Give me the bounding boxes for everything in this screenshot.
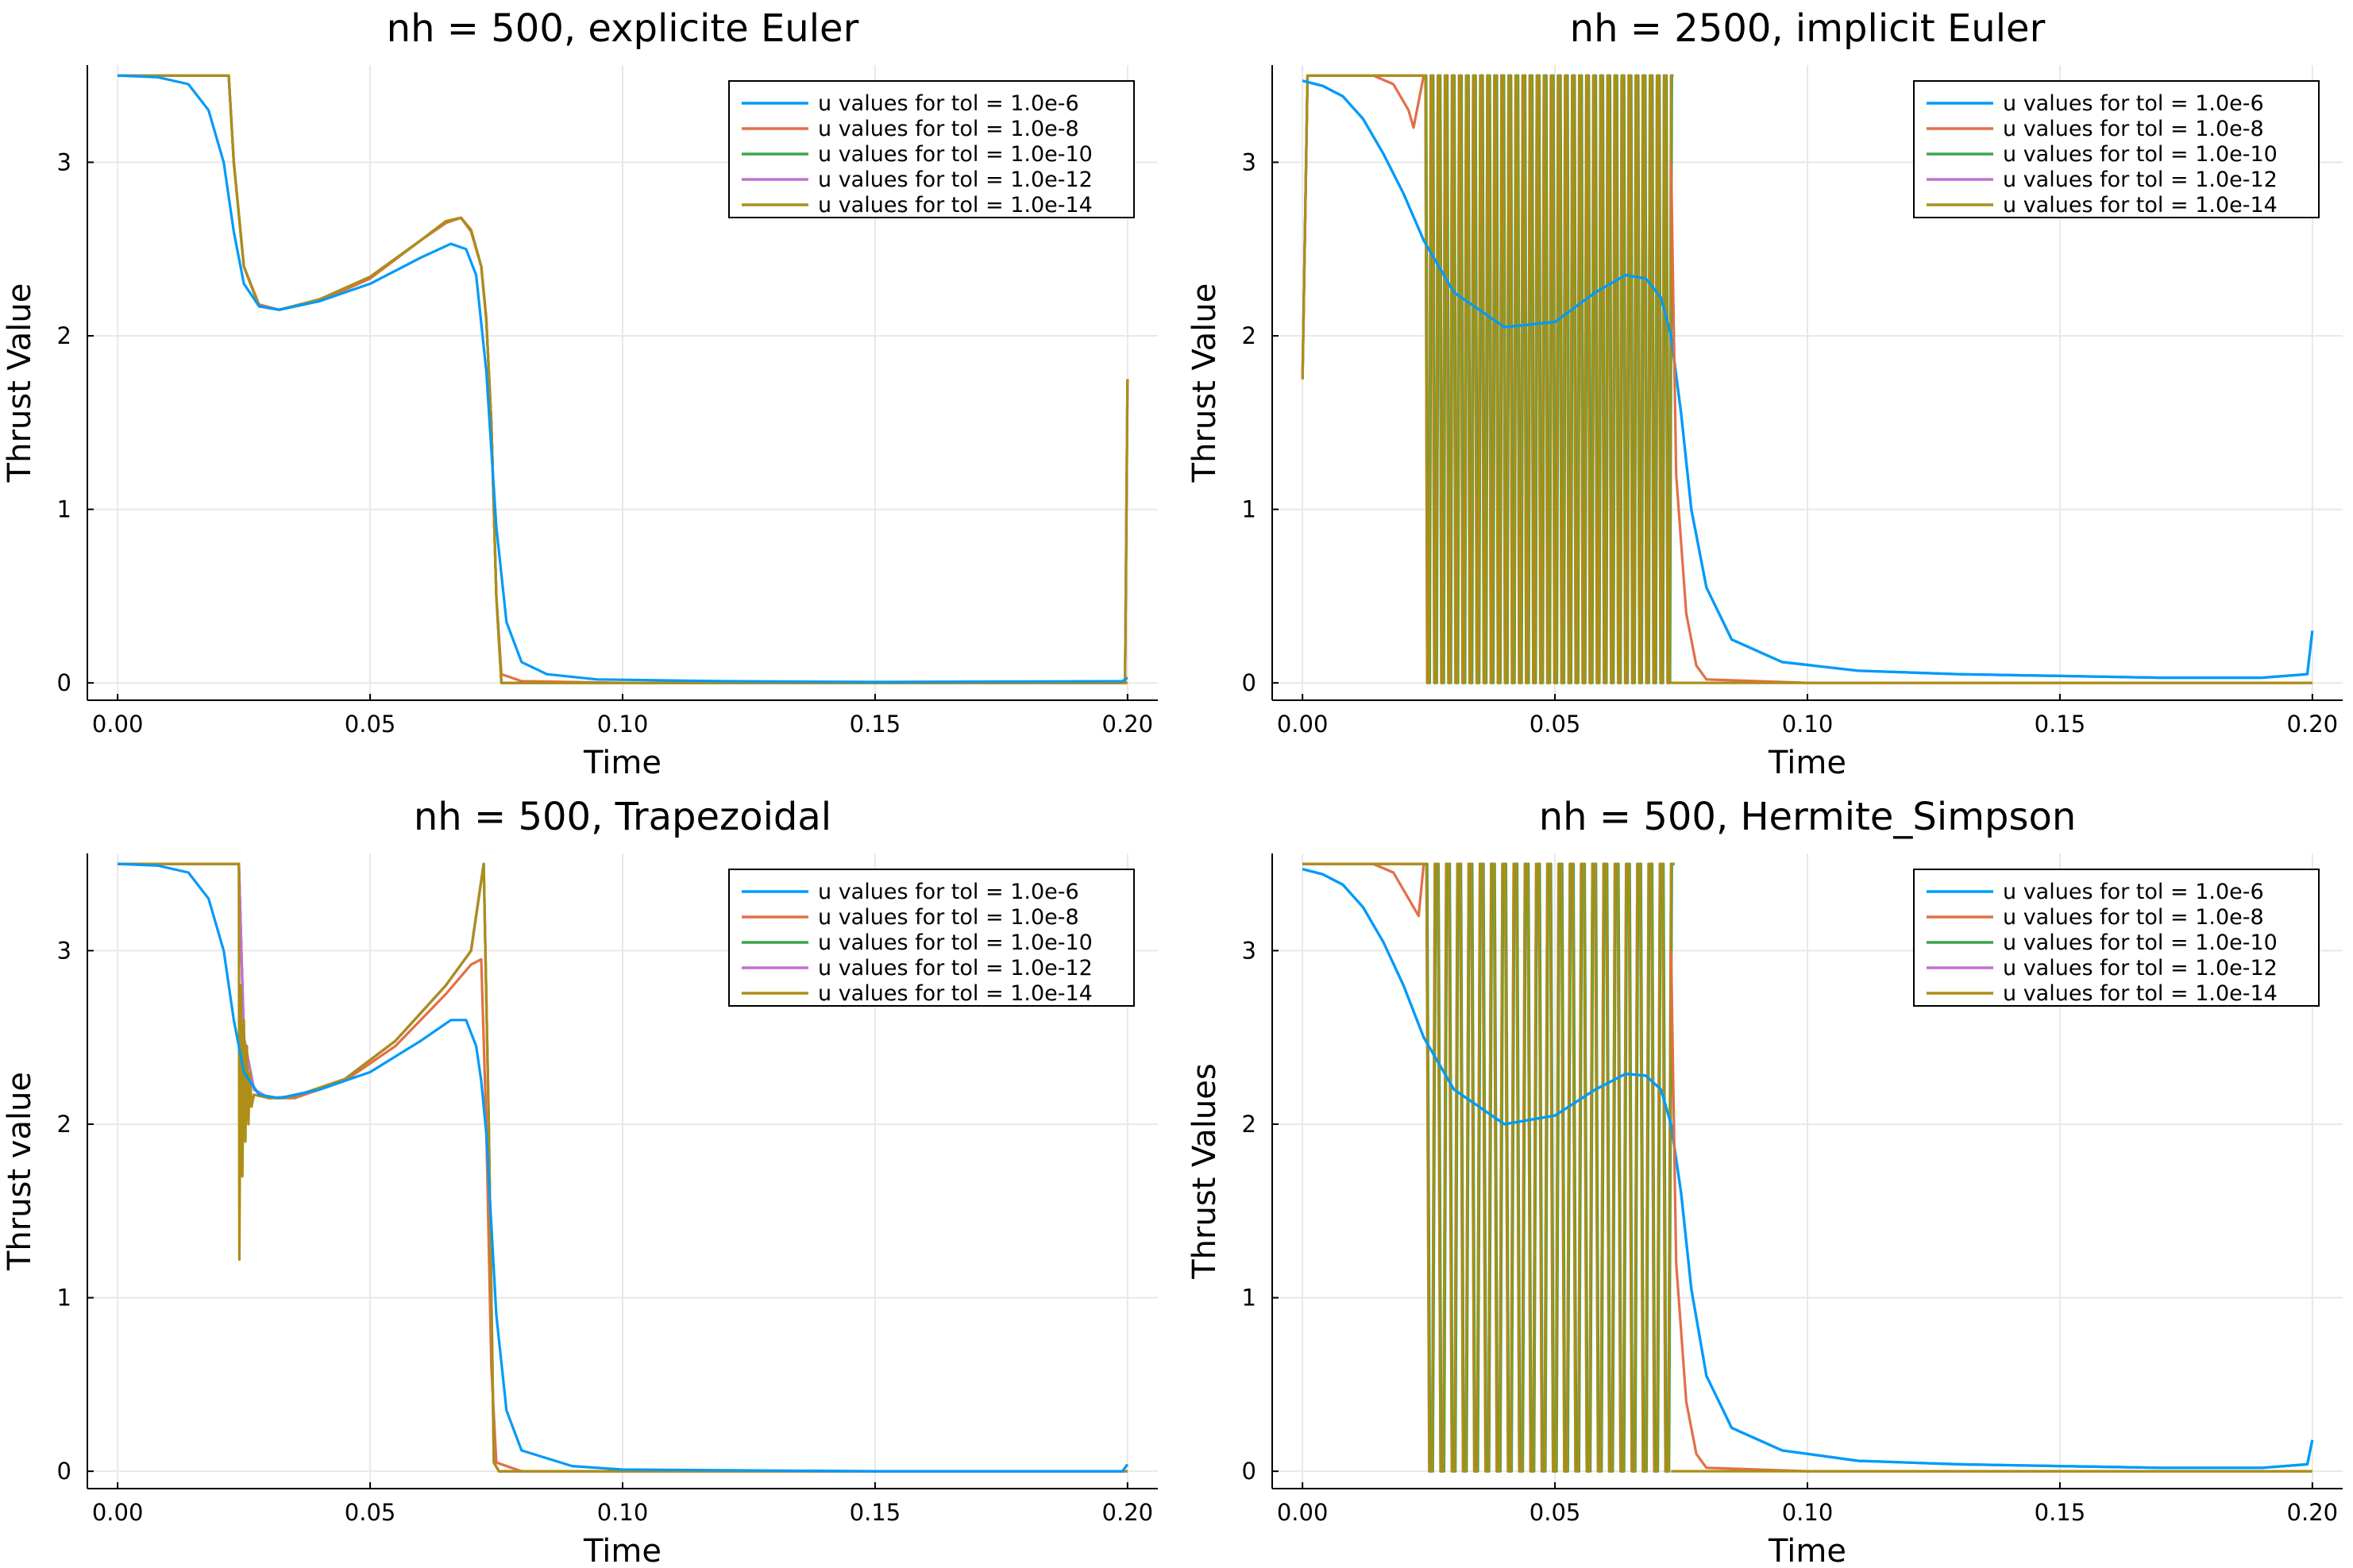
chart-title: nh = 2500, implicit Euler bbox=[1570, 6, 2046, 51]
chart-title: nh = 500, explicite Euler bbox=[387, 6, 859, 51]
y-tick-label: 2 bbox=[1242, 322, 1256, 349]
y-tick-label: 2 bbox=[1242, 1111, 1256, 1138]
legend-entry: u values for tol = 1.0e-6 bbox=[818, 91, 1079, 116]
x-tick-label: 0.15 bbox=[2035, 1499, 2086, 1526]
legend-entry: u values for tol = 1.0e-10 bbox=[2003, 142, 2278, 167]
chart-title: nh = 500, Hermite_Simpson bbox=[1539, 795, 2077, 839]
y-tick-label: 0 bbox=[57, 669, 71, 696]
y-tick-label: 0 bbox=[57, 1458, 71, 1485]
y-axis-label: Thrust Value bbox=[2, 283, 38, 483]
chart-panel-1: 0.00 0.05 0.10 0.15 0.20 0 1 2 3 nh = 500, explic… bbox=[2, 6, 1158, 781]
y-axis-label: Thrust Value bbox=[1186, 283, 1223, 483]
y-tick-label: 1 bbox=[1242, 1285, 1256, 1312]
y-tick-label: 3 bbox=[57, 148, 71, 175]
legend: u values for tol = 1.0e-6u values for to… bbox=[1913, 80, 2320, 218]
x-axis-label: Time bbox=[1768, 745, 1846, 781]
legend-box bbox=[728, 869, 1135, 1007]
legend-entry: u values for tol = 1.0e-12 bbox=[2003, 956, 2278, 980]
legend: u values for tol = 1.0e-6u values for to… bbox=[728, 869, 1135, 1007]
x-tick-label: 0.05 bbox=[1529, 711, 1581, 738]
legend-entry: u values for tol = 1.0e-8 bbox=[818, 117, 1079, 141]
x-tick-label: 0.20 bbox=[2287, 1499, 2339, 1526]
x-tick-label: 0.10 bbox=[597, 1499, 649, 1526]
y-tick-label: 2 bbox=[57, 322, 71, 349]
legend-entry: u values for tol = 1.0e-8 bbox=[818, 905, 1079, 930]
legend-entry: u values for tol = 1.0e-10 bbox=[818, 142, 1093, 167]
series-line bbox=[1301, 74, 1424, 379]
chart-panel-3: 0.00 0.05 0.10 0.15 0.20 0 1 2 3 nh = 500, Trapez… bbox=[2, 795, 1158, 1568]
legend-entry: u values for tol = 1.0e-8 bbox=[2003, 117, 2264, 141]
oscillation-band bbox=[1423, 74, 1673, 684]
x-tick-label: 0.15 bbox=[850, 1499, 901, 1526]
y-tick-label: 2 bbox=[57, 1111, 71, 1138]
series-line-top bbox=[1302, 868, 2314, 1470]
series-line-top bbox=[1302, 79, 2314, 680]
y-tick-label: 0 bbox=[1242, 669, 1256, 696]
legend-entry: u values for tol = 1.0e-12 bbox=[818, 956, 1093, 980]
series-line bbox=[118, 862, 1129, 1473]
legend-entry: u values for tol = 1.0e-10 bbox=[818, 930, 1093, 955]
x-tick-label: 0.00 bbox=[1277, 1499, 1329, 1526]
plot-area bbox=[118, 74, 1129, 684]
series-tail bbox=[1669, 950, 2312, 1473]
plot-area bbox=[1301, 74, 2314, 684]
y-tick-label: 3 bbox=[57, 937, 71, 964]
x-tick-label: 0.10 bbox=[1782, 1499, 1834, 1526]
x-axis-label: Time bbox=[1768, 1533, 1846, 1568]
x-tick-label: 0.05 bbox=[1529, 1499, 1581, 1526]
series-line bbox=[118, 74, 1128, 684]
x-tick-label: 0.10 bbox=[597, 711, 649, 738]
plot-area bbox=[118, 862, 1129, 1473]
y-tick-label: 3 bbox=[1242, 937, 1256, 964]
legend-entry: u values for tol = 1.0e-8 bbox=[2003, 905, 2264, 930]
x-tick-label: 0.15 bbox=[850, 711, 901, 738]
x-tick-label: 0.05 bbox=[345, 1499, 396, 1526]
x-tick-label: 0.20 bbox=[1102, 711, 1154, 738]
series-line bbox=[118, 74, 1129, 684]
legend-entry: u values for tol = 1.0e-12 bbox=[818, 168, 1093, 192]
y-axis-label: Thrust Values bbox=[1186, 1063, 1223, 1280]
x-tick-label: 0.05 bbox=[345, 711, 396, 738]
chart-panel-2: 0.00 0.05 0.10 0.15 0.20 0 1 2 3 nh = 2500, impli… bbox=[1186, 6, 2343, 781]
legend-entry: u values for tol = 1.0e-6 bbox=[2003, 880, 2264, 904]
legend-entry: u values for tol = 1.0e-14 bbox=[818, 981, 1093, 1006]
legend-entry: u values for tol = 1.0e-10 bbox=[2003, 930, 2278, 955]
legend-entry: u values for tol = 1.0e-14 bbox=[818, 193, 1093, 218]
legend-entry: u values for tol = 1.0e-14 bbox=[2003, 981, 2278, 1006]
y-tick-label: 0 bbox=[1242, 1458, 1256, 1485]
legend-entry: u values for tol = 1.0e-6 bbox=[818, 880, 1079, 904]
y-tick-label: 1 bbox=[1242, 496, 1256, 523]
legend: u values for tol = 1.0e-6u values for to… bbox=[728, 80, 1135, 218]
y-tick-label: 1 bbox=[57, 496, 71, 523]
y-tick-label: 1 bbox=[57, 1285, 71, 1312]
plot-area bbox=[1302, 862, 2314, 1473]
legend-entry: u values for tol = 1.0e-12 bbox=[2003, 168, 2278, 192]
legend-entry: u values for tol = 1.0e-14 bbox=[2003, 193, 2278, 218]
chart-title: nh = 500, Trapezoidal bbox=[414, 795, 831, 839]
legend: u values for tol = 1.0e-6u values for to… bbox=[1913, 869, 2320, 1007]
x-tick-label: 0.00 bbox=[92, 1499, 144, 1526]
y-axis-label: Thrust value bbox=[2, 1072, 38, 1271]
x-tick-label: 0.20 bbox=[2287, 711, 2339, 738]
x-tick-label: 0.00 bbox=[92, 711, 144, 738]
series-line bbox=[118, 862, 1128, 1473]
series-tail bbox=[1669, 162, 2312, 684]
y-tick-label: 3 bbox=[1242, 148, 1256, 175]
x-tick-label: 0.10 bbox=[1782, 711, 1834, 738]
x-axis-label: Time bbox=[583, 745, 662, 781]
x-tick-label: 0.15 bbox=[2035, 711, 2086, 738]
x-axis-label: Time bbox=[583, 1533, 662, 1568]
x-tick-label: 0.00 bbox=[1277, 711, 1329, 738]
legend-entry: u values for tol = 1.0e-6 bbox=[2003, 91, 2264, 116]
oscillation-band bbox=[1423, 862, 1674, 1473]
chart-panel-4: 0.00 0.05 0.10 0.15 0.20 0 1 2 3 nh = 500, Hermit… bbox=[1186, 795, 2343, 1568]
x-tick-label: 0.20 bbox=[1102, 1499, 1154, 1526]
